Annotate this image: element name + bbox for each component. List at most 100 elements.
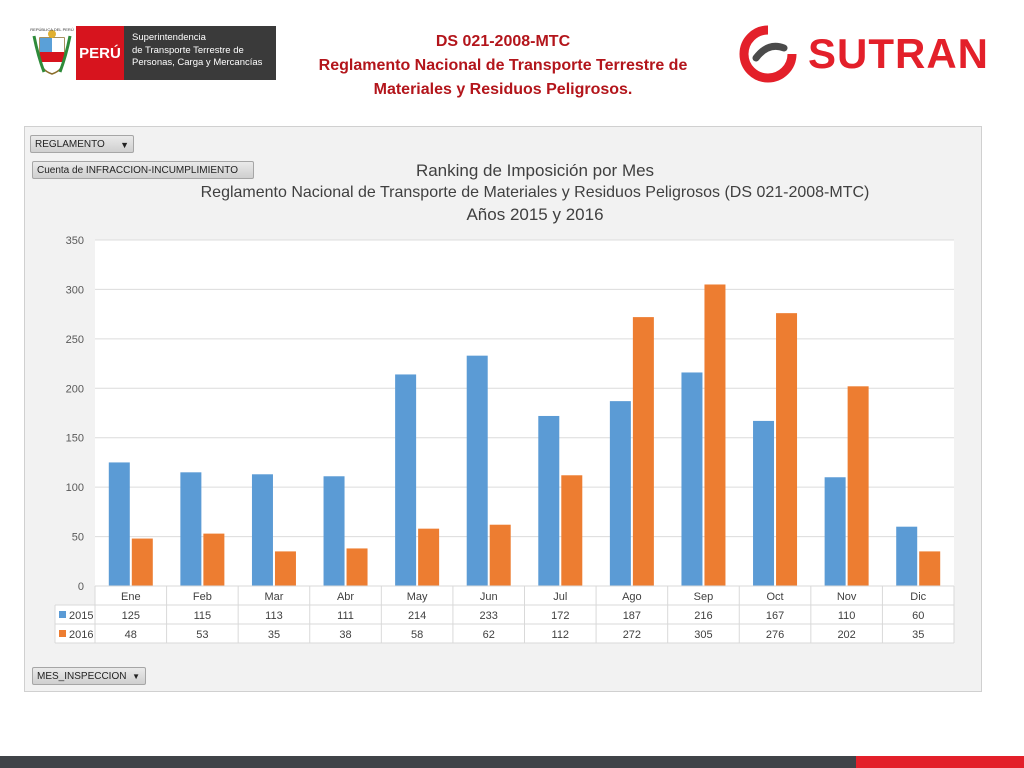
data-label: 112: [552, 629, 570, 641]
chart-title: Ranking de Imposición por Mes Reglamento…: [130, 160, 940, 226]
bar-2015-Dic: [896, 526, 918, 586]
bar-2016-Mar: [274, 551, 296, 586]
coat-of-arms-icon: [28, 26, 76, 80]
x-tick-label: Abr: [337, 591, 354, 603]
bar-2016-Ago: [632, 317, 654, 586]
bar-2016-Ene: [131, 538, 153, 586]
plot-area: [95, 240, 954, 586]
sutran-logo: SUTRAN: [738, 24, 998, 84]
peru-logo: PERÚ Superintendencia de Transporte Terr…: [28, 26, 276, 80]
x-tick-label: Jul: [553, 591, 567, 603]
data-label: 125: [122, 610, 140, 622]
data-label: 187: [623, 610, 641, 622]
peru-label: PERÚ: [76, 26, 124, 80]
entity-line-1: Superintendencia: [132, 32, 206, 43]
bar-2015-Ago: [609, 401, 631, 586]
bar-2015-Oct: [753, 420, 775, 586]
sutran-mark-icon: [739, 25, 797, 83]
bar-2015-Nov: [824, 477, 846, 586]
legend-label: 2015: [69, 610, 93, 622]
x-tick-label: May: [407, 591, 428, 603]
footer-bar: [0, 756, 856, 768]
bar-2015-Jun: [466, 355, 488, 586]
data-label: 110: [838, 610, 856, 622]
bar-2016-Jul: [561, 475, 583, 586]
bar-2015-Feb: [180, 472, 202, 586]
data-label: 214: [408, 610, 426, 622]
x-tick-label: Jun: [480, 591, 498, 603]
bar-2016-Oct: [776, 313, 798, 586]
bar-2015-Ene: [108, 462, 130, 586]
y-tick-label: 50: [72, 532, 84, 544]
bar-2016-Dic: [919, 551, 941, 586]
data-label: 53: [196, 629, 208, 641]
bar-2015-Abr: [323, 476, 345, 586]
data-label: 276: [766, 629, 784, 641]
x-tick-label: Mar: [264, 591, 283, 603]
chart-title-line-2: Reglamento Nacional de Transporte de Mat…: [200, 184, 870, 201]
data-label: 272: [623, 629, 641, 641]
x-tick-label: Ene: [121, 591, 141, 603]
value-field-button[interactable]: Cuenta de INFRACCION-INCUMPLIMIENTO: [32, 161, 254, 179]
axis-field-label: MES_INSPECCION: [37, 671, 127, 682]
data-label: 60: [912, 610, 924, 622]
bar-2016-May: [418, 528, 440, 586]
title-line-3: Materiales y Residuos Peligrosos.: [373, 81, 633, 98]
data-label: 305: [694, 629, 712, 641]
chevron-down-icon: ▼: [132, 672, 140, 681]
reglamento-filter-button[interactable]: REGLAMENTO ▼: [30, 135, 134, 153]
data-label: 38: [339, 629, 351, 641]
x-tick-label: Sep: [694, 591, 714, 603]
data-label: 172: [551, 610, 569, 622]
y-tick-label: 100: [66, 482, 84, 494]
x-tick-label: Dic: [910, 591, 926, 603]
data-label: 202: [837, 629, 855, 641]
y-tick-label: 0: [78, 581, 84, 593]
x-tick-label: Oct: [766, 591, 783, 603]
filter-icon: ▼: [120, 140, 129, 150]
y-tick-label: 200: [66, 383, 84, 395]
bar-2015-Sep: [681, 372, 703, 586]
x-tick-label: Ago: [622, 591, 642, 603]
chart-title-line-1: Ranking de Imposición por Mes: [415, 161, 655, 180]
y-tick-label: 250: [66, 334, 84, 346]
y-tick-label: 350: [66, 235, 84, 247]
data-label: 115: [194, 610, 212, 622]
brand-name: SUTRAN: [808, 30, 989, 77]
bar-2015-Jul: [538, 415, 560, 586]
data-label: 62: [483, 629, 495, 641]
legend-swatch-2016: [59, 630, 66, 637]
title-line-1: DS 021-2008-MTC: [435, 33, 571, 50]
x-tick-label: Feb: [193, 591, 212, 603]
y-tick-label: 150: [66, 433, 84, 445]
bar-2016-Nov: [847, 386, 869, 586]
data-label: 48: [125, 629, 137, 641]
legend-label: 2016: [69, 629, 93, 641]
mes-inspeccion-field-button[interactable]: MES_INSPECCION ▼: [32, 667, 146, 685]
x-tick-label: Nov: [837, 591, 857, 603]
entity-name: Superintendencia de Transporte Terrestre…: [124, 26, 276, 80]
data-label: 216: [694, 610, 712, 622]
filter-button-label: REGLAMENTO: [35, 139, 105, 150]
data-label: 35: [268, 629, 280, 641]
bar-2016-Sep: [704, 284, 726, 586]
page-title: DS 021-2008-MTC Reglamento Nacional de T…: [290, 30, 716, 102]
chart-title-line-3: Años 2015 y 2016: [466, 205, 604, 224]
bar-2015-Mar: [251, 474, 273, 586]
footer-accent: [856, 756, 1024, 768]
y-tick-label: 300: [66, 284, 84, 296]
data-label: 167: [766, 610, 784, 622]
data-label: 58: [411, 629, 423, 641]
legend-swatch-2015: [59, 611, 66, 618]
escudo-caption: REPÚBLICA DEL PERÚ: [30, 27, 74, 32]
title-line-2: Reglamento Nacional de Transporte Terres…: [318, 57, 688, 74]
data-label: 111: [337, 610, 354, 622]
data-label: 233: [480, 610, 498, 622]
bar-2016-Abr: [346, 548, 368, 586]
bar-2016-Feb: [203, 533, 225, 586]
bar-2015-May: [395, 374, 417, 586]
bar-2016-Jun: [489, 524, 511, 586]
data-label: 113: [265, 610, 283, 622]
data-label: 35: [912, 629, 924, 641]
